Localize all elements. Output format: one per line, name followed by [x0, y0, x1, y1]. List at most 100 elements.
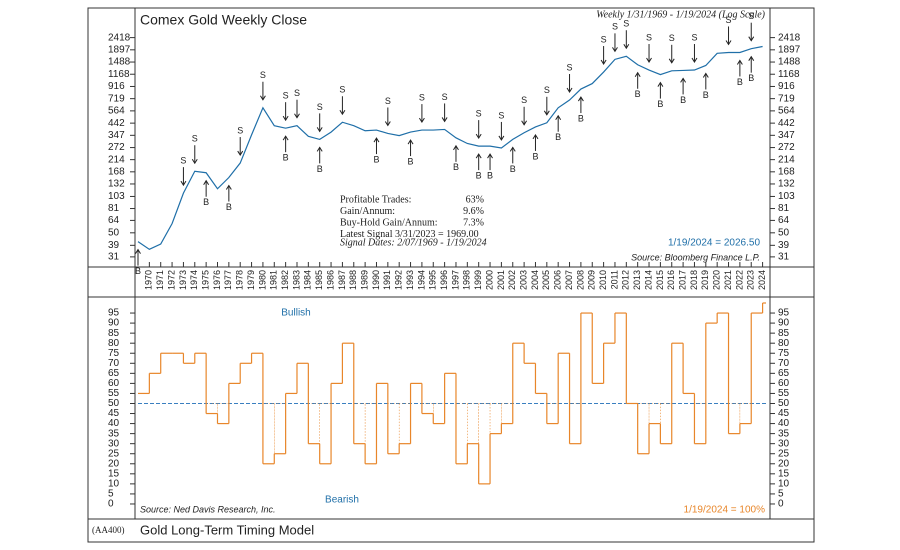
signal-label: S	[283, 91, 289, 101]
stat-label: Gain/Annum:	[340, 206, 395, 217]
x-tick-label: 1996	[439, 270, 449, 290]
signal-label: S	[180, 156, 186, 166]
signal-label: B	[737, 77, 743, 87]
x-tick-label: 2006	[553, 270, 563, 290]
model-code: (AA400)	[92, 525, 125, 535]
signal-label: B	[748, 73, 754, 83]
x-tick-label: 2001	[496, 270, 506, 290]
x-tick-label: 2011	[609, 270, 619, 289]
price-line	[137, 45, 763, 251]
y-tick-label: 103	[108, 191, 125, 202]
y-tick-label: 2418	[778, 32, 801, 43]
x-tick-label: 1991	[382, 270, 392, 290]
x-tick-label: 1983	[291, 270, 301, 290]
x-tick-label: 2013	[632, 270, 642, 290]
arrow-head	[532, 133, 539, 140]
arrow-head	[237, 150, 244, 156]
arrow-head	[259, 95, 266, 101]
y-tick-label: 35	[108, 428, 120, 439]
bearish-fill	[421, 403, 434, 414]
stat-value: 9.6%	[463, 206, 484, 217]
arrow-head	[646, 57, 652, 63]
signal-label: S	[748, 11, 754, 21]
x-tick-label: 1979	[246, 270, 256, 290]
signal-label: B	[373, 154, 379, 164]
y-tick-label: 272	[778, 142, 795, 153]
arrow-head	[225, 184, 232, 190]
signal-label: B	[578, 113, 584, 123]
bearish-fill	[467, 403, 479, 444]
y-tick-label: 25	[108, 448, 120, 459]
x-tick-label: 2017	[677, 270, 687, 290]
x-tick-label: 1981	[269, 270, 279, 290]
x-tick-label: 2018	[689, 270, 699, 290]
bearish-fill	[501, 403, 514, 424]
bearish-fill	[387, 403, 400, 454]
y-tick-label: 442	[108, 118, 125, 129]
y-tick-label: 1897	[108, 44, 131, 55]
stat-label: Profitable Trades:	[340, 194, 411, 205]
signal-label: B	[135, 266, 141, 276]
x-tick-label: 2024	[757, 270, 767, 290]
y-tick-label: 95	[108, 308, 120, 319]
source: Source: Bloomberg Finance L.P.	[631, 252, 760, 262]
signal-label: B	[283, 153, 289, 163]
y-tick-label: 60	[778, 378, 790, 389]
bearish-fill	[660, 403, 672, 444]
arrow-head	[282, 115, 289, 122]
x-tick-label: 1974	[189, 270, 199, 290]
x-tick-label: 1977	[223, 270, 233, 290]
y-tick-label: 64	[778, 215, 790, 226]
y-tick-label: 214	[108, 154, 125, 165]
y-tick-label: 0	[108, 499, 114, 510]
arrow-head	[498, 135, 505, 141]
x-tick-label: 1978	[235, 270, 245, 290]
bearish-fill	[319, 403, 332, 465]
x-tick-label: 1993	[405, 270, 415, 290]
model-title: Gold Long-Term Timing Model	[140, 522, 314, 537]
y-tick-label: 70	[108, 358, 120, 369]
signal-label: S	[317, 102, 323, 112]
arrow-head	[736, 59, 743, 65]
x-tick-label: 2021	[723, 270, 733, 290]
bearish-fill	[728, 403, 741, 434]
bearish-fill	[308, 403, 320, 444]
y-tick-label: 30	[108, 438, 120, 449]
stat-label: Buy-Hold Gain/Annum:	[340, 217, 438, 228]
y-tick-label: 70	[778, 358, 790, 369]
signal-label: B	[408, 156, 414, 166]
arrow-head	[453, 144, 459, 151]
stat-value: 7.3%	[463, 217, 484, 228]
arrow-head	[577, 96, 584, 102]
outer-frame	[87, 7, 815, 543]
y-tick-label: 55	[778, 388, 790, 399]
signal-label: B	[487, 170, 493, 180]
y-tick-label: 20	[108, 458, 120, 469]
arrow-head	[543, 110, 550, 116]
x-tick-label: 2015	[655, 270, 665, 290]
arrow-head	[316, 146, 323, 152]
signal-label: S	[419, 92, 425, 102]
y-tick-label: 30	[778, 438, 790, 449]
y-tick-label: 5	[778, 489, 784, 500]
bearish-fill	[739, 403, 752, 424]
bearish-fill	[648, 403, 661, 424]
y-tick-label: 5	[108, 489, 114, 500]
arrow-head	[418, 117, 425, 124]
bearish-fill	[205, 403, 218, 414]
y-tick-label: 45	[108, 408, 120, 419]
y-tick-label: 85	[778, 328, 790, 339]
signal-label: B	[657, 99, 663, 109]
bearish-fill	[569, 403, 582, 444]
x-tick-label: 1989	[359, 270, 369, 290]
x-tick-label: 1992	[394, 270, 404, 290]
signal-label: S	[476, 108, 482, 118]
y-tick-label: 10	[108, 479, 120, 490]
y-tick-label: 60	[108, 378, 120, 389]
stat-label: Latest Signal 3/31/2023 = 1969.00	[340, 229, 479, 240]
y-tick-label: 916	[108, 81, 125, 92]
arrow-head	[339, 109, 346, 116]
bearish-fill	[364, 403, 377, 465]
x-tick-label: 1973	[178, 270, 188, 290]
x-tick-label: 2020	[712, 270, 722, 290]
